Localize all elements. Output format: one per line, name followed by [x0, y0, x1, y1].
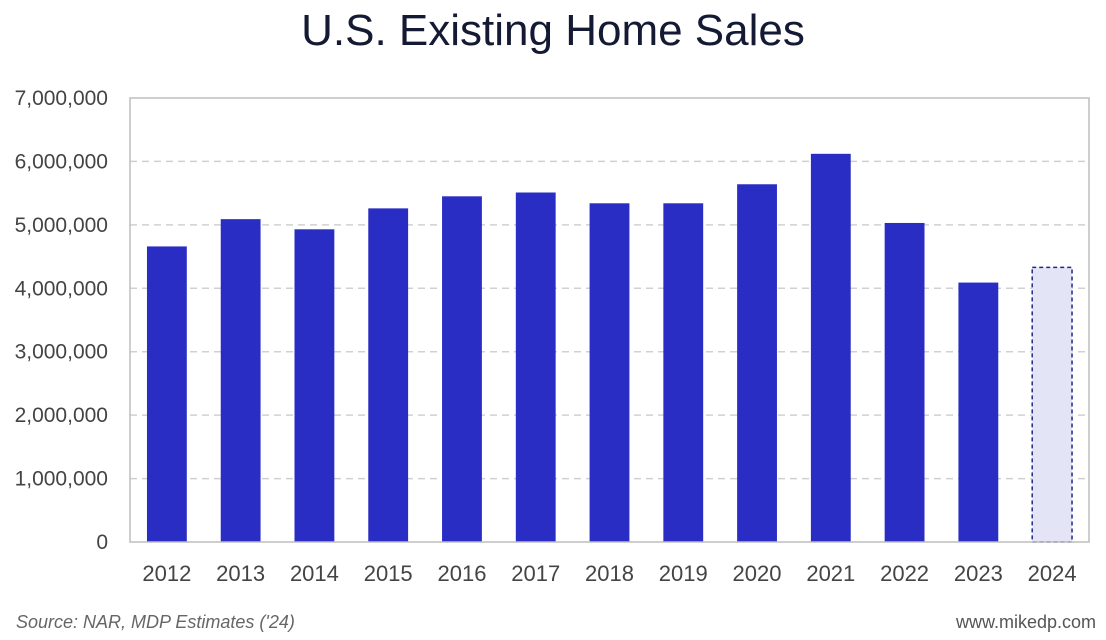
- y-tick-label: 6,000,000: [15, 150, 108, 173]
- x-tick-label: 2021: [806, 561, 855, 586]
- x-tick-label: 2018: [585, 561, 634, 586]
- bar-2017: [515, 192, 556, 542]
- x-tick-layer: 2012 2013 2014 2015 2016 2017 2018 2019 2020 2021…: [142, 561, 1076, 586]
- x-tick-label: 2012: [142, 561, 191, 586]
- bar-2015: [368, 208, 409, 542]
- y-tick-label: 2,000,000: [15, 404, 108, 427]
- x-tick-label: 2022: [880, 561, 929, 586]
- bar-2022: [884, 222, 925, 542]
- x-tick-label: 2017: [511, 561, 560, 586]
- plot-area-frame: [129, 97, 1090, 543]
- y-tick-label: 5,000,000: [15, 214, 108, 237]
- y-tick-layer: 0 1,000,000 2,000,000 3,000,000 4,000,000 5,0…: [15, 87, 108, 554]
- x-tick-label: 2013: [216, 561, 265, 586]
- x-tick-label: 2015: [364, 561, 413, 586]
- bar-2016: [442, 196, 482, 543]
- bar-2013: [220, 219, 261, 543]
- x-tick-label: 2024: [1028, 561, 1077, 586]
- y-tick-label: 1,000,000: [15, 468, 108, 491]
- x-tick-label: 2016: [437, 561, 486, 586]
- x-tick-label: 2020: [733, 561, 782, 586]
- y-tick-label: 4,000,000: [15, 277, 108, 300]
- bar-2020: [737, 184, 777, 542]
- bar-2018: [589, 203, 630, 542]
- grid-layer: [130, 160, 1089, 480]
- bar-2023: [958, 282, 999, 542]
- credit-text: www.mikedp.com: [955, 612, 1096, 632]
- y-tick-label: 7,000,000: [15, 87, 108, 110]
- bar-2012: [146, 246, 187, 542]
- bar-2021: [810, 153, 851, 542]
- x-tick-label: 2023: [954, 561, 1003, 586]
- y-tick-label: 3,000,000: [15, 341, 108, 364]
- x-tick-label: 2019: [659, 561, 708, 586]
- x-tick-label: 2014: [290, 561, 339, 586]
- source-note: Source: NAR, MDP Estimates ('24): [16, 612, 295, 632]
- chart-title: U.S. Existing Home Sales: [301, 6, 805, 55]
- bar-2014: [294, 229, 335, 542]
- y-tick-label: 0: [96, 531, 108, 554]
- bar-estimate-2024: [1031, 266, 1073, 543]
- bar-layer: [146, 153, 1073, 543]
- bar-2019: [663, 203, 704, 542]
